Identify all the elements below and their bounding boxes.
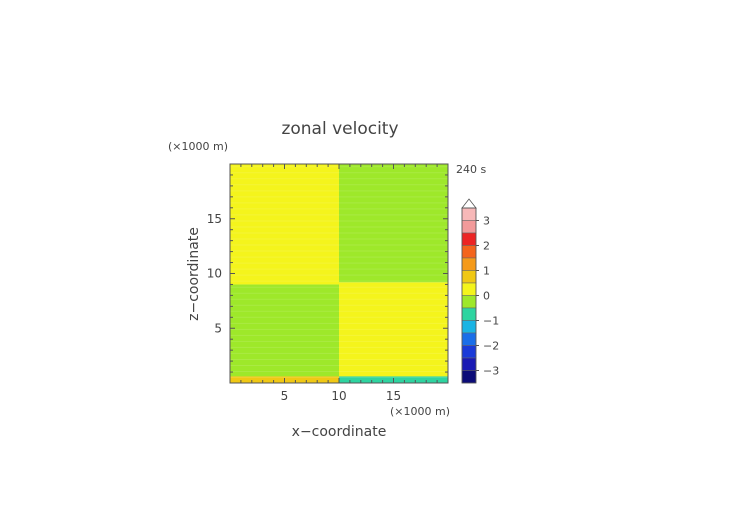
chart-title: zonal velocity bbox=[281, 119, 398, 139]
y-tick-label: 5 bbox=[214, 321, 222, 335]
x-axis-ticks: 5 10 15 bbox=[240, 164, 438, 403]
y-tick-label: 15 bbox=[207, 212, 222, 226]
y-tick-label: 10 bbox=[207, 267, 222, 281]
field-region-2 bbox=[339, 282, 448, 377]
colorbar-swatch bbox=[461, 207, 477, 221]
colorbar: 3 2 1 0 −1 −2 −3 bbox=[461, 198, 499, 384]
field-region-3 bbox=[339, 164, 448, 283]
y-axis-label: z−coordinate bbox=[186, 227, 202, 321]
colorbar-tick-label: 0 bbox=[483, 290, 490, 303]
colorbar-tick-label: −2 bbox=[483, 340, 499, 353]
colorbar-tick-label: 3 bbox=[483, 215, 490, 228]
plot-area bbox=[229, 163, 449, 384]
x-tick-label: 10 bbox=[331, 389, 346, 403]
x-axis-label: x−coordinate bbox=[292, 424, 387, 440]
colorbar-swatch bbox=[461, 370, 477, 384]
colorbar-swatch bbox=[461, 357, 477, 371]
colorbar-swatch bbox=[461, 245, 477, 259]
colorbar-swatch bbox=[461, 332, 477, 346]
colorbar-swatch bbox=[461, 282, 477, 296]
field-region-0 bbox=[230, 284, 339, 377]
colorbar-swatch bbox=[461, 220, 477, 234]
field-region-1 bbox=[230, 164, 339, 285]
colorbar-swatch bbox=[461, 307, 477, 321]
y-unit-label: (×1000 m) bbox=[168, 140, 228, 153]
colorbar-swatch bbox=[461, 345, 477, 359]
colorbar-swatch bbox=[461, 257, 477, 271]
colorbar-tick-label: 1 bbox=[483, 265, 490, 278]
colorbar-extend-arrow bbox=[461, 198, 477, 209]
colorbar-swatch bbox=[461, 295, 477, 309]
time-label: 240 s bbox=[456, 163, 486, 176]
x-tick-label: 15 bbox=[386, 389, 401, 403]
y-axis-ticks: 5 10 15 bbox=[207, 174, 448, 373]
x-tick-label: 5 bbox=[281, 389, 289, 403]
colorbar-swatch bbox=[461, 270, 477, 284]
colorbar-tick-label: −3 bbox=[483, 365, 499, 378]
colorbar-swatch bbox=[461, 320, 477, 334]
colorbar-tick-label: −1 bbox=[483, 315, 499, 328]
colorbar-tick-label: 2 bbox=[483, 240, 490, 253]
colorbar-swatch bbox=[461, 232, 477, 246]
x-unit-label: (×1000 m) bbox=[390, 405, 450, 418]
